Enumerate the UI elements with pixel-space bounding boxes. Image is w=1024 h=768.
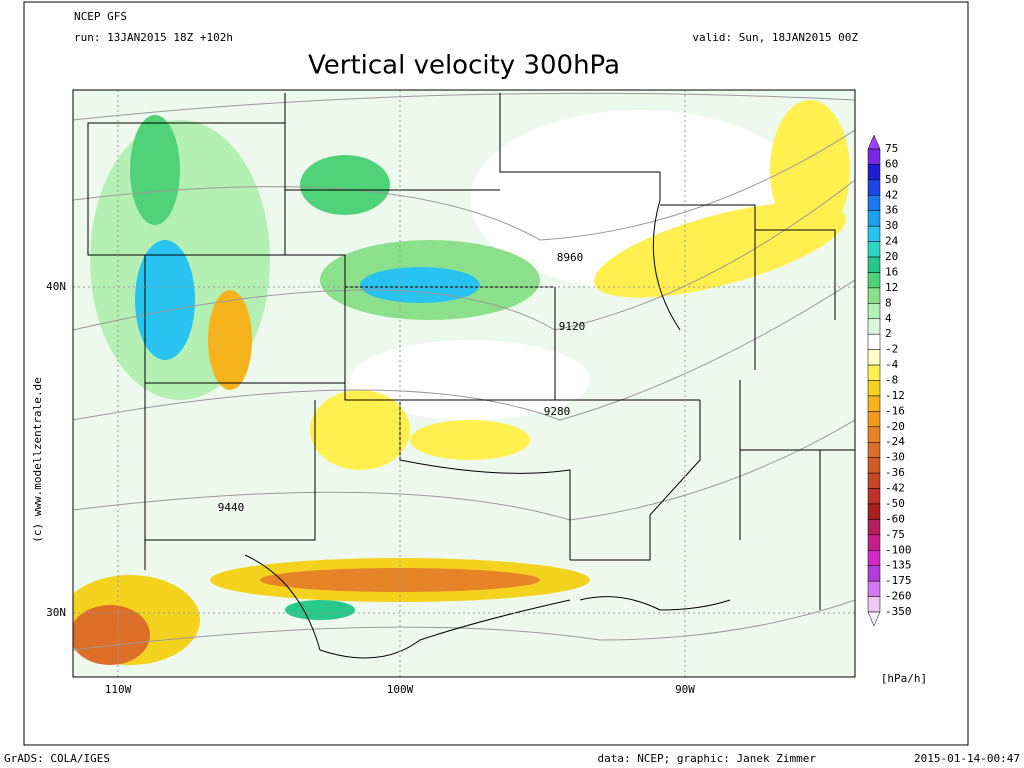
legend-swatch — [867, 550, 881, 566]
legend-swatch — [867, 364, 881, 381]
legend-swatch — [867, 441, 881, 458]
run-label: run: 13JAN2015 18Z +102h — [74, 31, 233, 44]
credit: (c) www.modellzentrale.de — [31, 377, 44, 543]
contour-label: 9440 — [218, 501, 245, 514]
legend-swatch — [867, 503, 881, 520]
legend-level: 50 — [885, 173, 898, 186]
legend-level: 75 — [885, 142, 898, 155]
legend-level: -100 — [885, 543, 912, 556]
contour-label: 9120 — [559, 320, 586, 333]
map-area: 8960 9120 9280 9440 40N 30N 110W 100W 90… — [31, 89, 856, 696]
lat-label: 40N — [46, 280, 66, 293]
legend-level: -135 — [885, 559, 912, 572]
legend-level: 4 — [885, 312, 892, 325]
legend-level: 60 — [885, 157, 898, 170]
legend-level: -350 — [885, 605, 912, 618]
lon-label: 90W — [675, 683, 695, 696]
legend-level: -8 — [885, 374, 898, 387]
legend-swatch — [867, 580, 881, 597]
legend-swatch — [867, 349, 881, 366]
legend-level: -12 — [885, 389, 905, 402]
footer-left: GrADS: COLA/IGES — [4, 752, 110, 765]
legend-swatch — [867, 519, 881, 536]
map-border — [72, 89, 856, 678]
legend-level: -20 — [885, 420, 905, 433]
legend-swatch — [867, 565, 881, 582]
legend-arrow — [867, 611, 881, 627]
legend-level: 36 — [885, 204, 898, 217]
legend-level: 24 — [885, 235, 899, 248]
lat-label: 30N — [46, 606, 66, 619]
legend-swatch — [867, 488, 881, 505]
legend-swatch — [867, 596, 881, 613]
legend-level: 20 — [885, 250, 898, 263]
legend-swatch — [867, 318, 881, 335]
legend-swatch — [867, 272, 881, 289]
legend-level: 16 — [885, 265, 898, 278]
legend-swatch — [867, 395, 881, 412]
legend-unit: [hPa/h] — [881, 672, 927, 685]
field — [73, 90, 855, 677]
legend-swatch — [867, 380, 881, 397]
legend-swatch — [867, 256, 881, 273]
lon-label: 100W — [387, 683, 414, 696]
legend-level: -24 — [885, 435, 905, 448]
legend-level: -30 — [885, 451, 905, 464]
map-title: Vertical velocity 300hPa — [308, 51, 620, 81]
legend-level: -260 — [885, 590, 912, 603]
legend-level: -50 — [885, 497, 905, 510]
legend-level: -36 — [885, 466, 905, 479]
model-label: NCEP GFS — [74, 10, 127, 23]
lon-label: 110W — [105, 683, 132, 696]
legend-swatch — [867, 210, 881, 227]
legend-level: 30 — [885, 219, 898, 232]
height-contours — [73, 92, 855, 651]
legend-level: 42 — [885, 188, 898, 201]
color-legend: 75605042363024201612842-2-4-8-12-16-20-2… — [867, 134, 912, 627]
valid-label: valid: Sun, 18JAN2015 00Z — [692, 31, 858, 44]
legend-level: -4 — [885, 358, 899, 371]
legend-swatch — [867, 303, 881, 320]
legend-level: 2 — [885, 327, 892, 340]
legend-swatch — [867, 472, 881, 489]
legend-swatch — [867, 457, 881, 474]
legend-level: -175 — [885, 574, 912, 587]
footer-right: 2015-01-14-00:47 — [914, 752, 1020, 765]
contour-label: 8960 — [557, 251, 584, 264]
legend-swatch — [867, 333, 881, 350]
coastline — [244, 554, 731, 659]
legend-swatch — [867, 534, 881, 551]
legend-level: -60 — [885, 512, 905, 525]
legend-level: -16 — [885, 404, 905, 417]
legend-swatch — [867, 287, 881, 304]
legend-swatch — [867, 179, 881, 196]
contour-label: 9280 — [544, 405, 571, 418]
legend-swatch — [867, 195, 881, 211]
legend-swatch — [867, 225, 881, 242]
legend-swatch — [867, 411, 881, 428]
legend-swatch — [867, 148, 881, 165]
legend-swatch — [867, 164, 881, 181]
legend-swatch — [867, 241, 881, 258]
legend-level: -42 — [885, 482, 905, 495]
legend-swatch — [867, 426, 881, 443]
footer-middle: data: NCEP; graphic: Janek Zimmer — [597, 752, 816, 765]
legend-level: -2 — [885, 343, 898, 356]
legend-level: -75 — [885, 528, 905, 541]
legend-level: 8 — [885, 296, 892, 309]
legend-level: 12 — [885, 281, 898, 294]
